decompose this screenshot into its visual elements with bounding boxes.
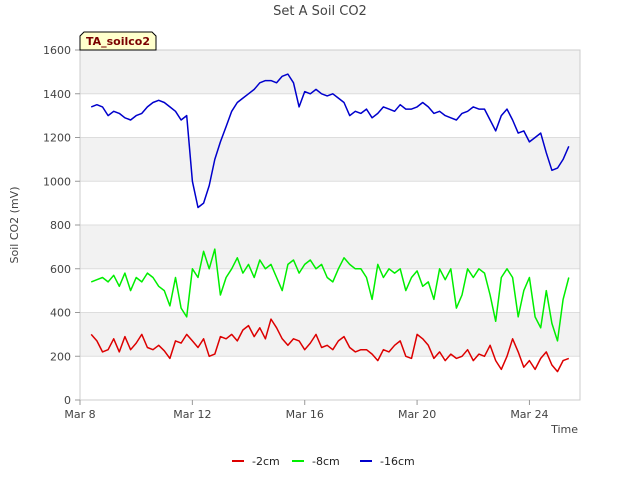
series-line-16cmcm [90,73,570,209]
x-tick-label: Mar 24 [510,408,548,421]
y-tick-label: 1200 [43,132,71,145]
legend-item: -16cm [360,455,415,468]
y-tick-label: 0 [64,394,71,407]
legend-label: -16cm [380,455,415,468]
x-axis: Mar 8 Mar 12 Mar 16 Mar 20 Mar 24 [64,400,549,421]
y-tick-label: 1600 [43,44,71,57]
tag-text: TA_soilco2 [86,35,150,48]
chart-title: Set A Soil CO2 [273,4,367,19]
tag-label: TA_soilco2 [79,31,157,51]
band [80,225,580,269]
tag-box [79,31,157,51]
legend-item: -2cm [232,455,280,468]
y-axis: 0 200 400 600 800 1000 1200 1400 1600 [43,44,80,407]
y-tick-label: 800 [50,219,71,232]
band [80,312,580,357]
band [80,50,580,94]
x-tick-label: Mar 12 [173,408,211,421]
series-layer [90,73,570,373]
series-line-2cmcm [90,318,570,373]
series-line-8cmcm [90,248,570,342]
legend: -2cm -8cm -16cm [232,455,415,468]
x-tick-label: Mar 20 [398,408,436,421]
x-tick-label: Mar 16 [286,408,324,421]
x-axis-label: Time [550,423,578,436]
band [80,137,580,182]
y-tick-label: 400 [50,307,71,320]
y-axis-label: Soil CO2 (mV) [8,187,21,264]
y-tick-label: 600 [50,263,71,276]
background-bands [80,50,580,357]
legend-label: -8cm [312,455,340,468]
y-tick-label: 1000 [43,175,71,188]
y-tick-label: 200 [50,350,71,363]
x-tick-label: Mar 8 [64,408,95,421]
y-tick-label: 1400 [43,88,71,101]
legend-label: -2cm [252,455,280,468]
legend-item: -8cm [292,455,340,468]
